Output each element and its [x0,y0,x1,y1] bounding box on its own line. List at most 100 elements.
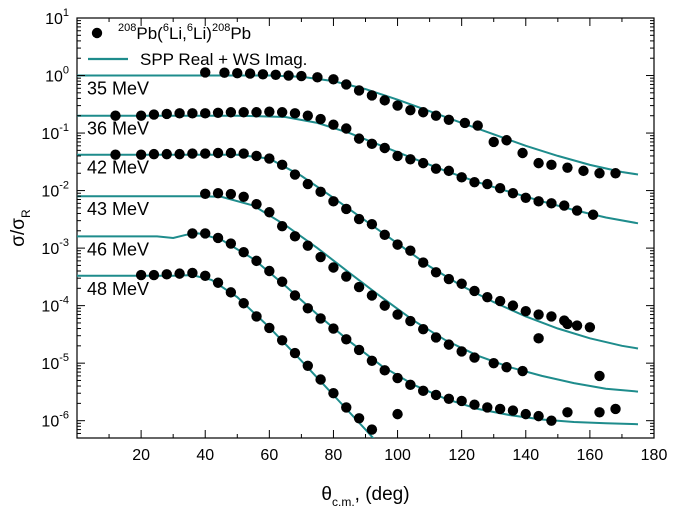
data-point [161,108,172,120]
data-point [276,221,288,232]
data-point [270,69,281,80]
data-point [353,213,365,225]
plot-frame [76,17,655,439]
data-point [443,339,455,350]
x-tick-label: 140 [512,447,539,464]
data-point [443,114,455,125]
data-point [430,389,442,401]
data-point [482,178,493,190]
data-point [353,281,365,293]
data-point [174,148,185,160]
data-point [418,385,429,397]
data-point [212,147,224,159]
data-point [578,165,589,177]
data-point [289,347,301,359]
data-point [533,157,544,169]
data-point [392,408,403,420]
data-point [379,142,390,154]
data-point [296,70,307,82]
data-point [110,110,121,121]
data-point [276,107,288,118]
data-point [200,148,211,159]
data-point [520,306,531,317]
data-point [187,108,198,119]
data-point [328,388,339,399]
series-label: 42 MeV [87,158,149,178]
data-point [459,117,471,129]
legend: 208Pb(6Li,6Li)208Pb SPP Real + WS Imag. [88,22,307,69]
data-point [507,300,519,311]
data-point [472,120,483,131]
data-point [251,311,262,322]
data-point [187,267,198,279]
data-point [533,333,544,344]
legend-label-data: 208Pb(6Li,6Li)208Pb [118,22,251,43]
fit-curve-46-mev [77,232,639,426]
data-point [366,219,378,230]
y-tick-label: 10-6 [41,410,69,431]
data-point [174,108,185,119]
data-point [212,107,224,118]
data-point [315,113,326,125]
data-point [379,95,390,106]
data-point [148,148,160,160]
data-point [533,410,544,422]
series-labels: 35 MeV 36 MeV 42 MeV 43 MeV 46 MeV 48 MeV [87,79,149,299]
x-tick-label: 100 [384,447,411,464]
data-point [379,229,390,241]
data-point [353,133,365,144]
data-point [148,269,160,281]
x-axis-title: θc.m., (deg) [321,484,409,509]
x-tick-label: 160 [577,447,604,464]
data-point [494,403,506,415]
fit-curve-36-mev [77,114,639,225]
data-point [302,360,313,371]
data-point [225,287,237,298]
data-point [219,67,230,78]
y-tick-label: 101 [45,7,69,28]
data-point [200,67,211,78]
data-point [366,424,378,435]
y-tick-label: 10-3 [41,237,69,258]
data-markers [110,67,621,435]
data-point [507,405,519,416]
y-tick-label: 10-5 [41,352,69,373]
data-point [315,374,326,385]
data-point [430,110,442,121]
data-point [135,269,147,281]
data-point [328,323,339,334]
data-point [392,239,403,250]
data-point [379,300,390,311]
y-tick-label: 10-4 [41,295,69,316]
data-point [341,334,352,345]
data-point [251,150,262,162]
data-point [366,355,378,366]
data-point [501,362,512,373]
data-point [212,188,224,199]
data-point [456,346,467,357]
data-point [517,147,528,159]
data-point [405,154,416,165]
data-point [238,191,249,202]
fit-curve-48-mev [77,274,375,438]
data-point [418,157,429,169]
data-point [302,240,313,251]
data-point [559,200,570,211]
data-point [418,107,429,118]
data-point [174,268,185,279]
data-point [353,85,365,96]
data-point [225,147,237,159]
data-point [238,148,249,159]
data-point [212,232,224,244]
data-point [276,276,288,287]
data-point [315,186,326,198]
data-point [469,399,480,410]
data-point [482,402,493,413]
plot-border [76,17,655,439]
data-point [405,379,416,391]
data-point [520,192,531,203]
data-point [405,104,416,116]
data-point [264,106,275,117]
data-point [571,205,583,216]
data-point [494,182,506,194]
